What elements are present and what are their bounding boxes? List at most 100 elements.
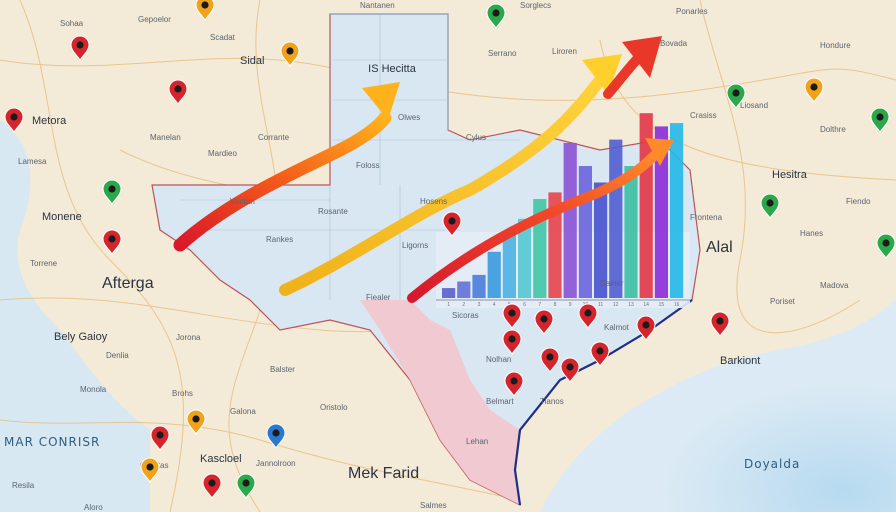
place-label: Sorglecs [520,1,551,10]
map-pin-red[interactable] [710,311,730,337]
map-pin-red[interactable] [636,315,656,341]
map-pin-orange[interactable] [195,0,215,21]
map-pin-red[interactable] [168,79,188,105]
water-label-doyalda: Doyalda [744,457,800,471]
place-label: Denlia [106,351,129,360]
x-tick-4: 4 [493,302,496,308]
map-pin-green[interactable] [870,107,890,133]
sea-label: MAR CONRISR [4,435,100,449]
place-label: Lamesa [18,157,47,166]
trend-arrow-yellow-head [582,54,622,94]
place-label: Jorona [176,333,201,342]
place-label: Olwes [398,113,420,122]
map-pin-green[interactable] [760,193,780,219]
place-label: Hondure [820,41,851,50]
map-pin-orange[interactable] [280,41,300,67]
trend-arrow-left-head [362,82,400,120]
trend-arrow-orange-head [645,138,674,166]
place-label: Nolhan [486,355,511,364]
x-tick-8: 8 [554,302,557,308]
city-label-meck-farid: Mek Farid [348,465,419,482]
place-label: Sohaa [60,19,84,28]
place-label: Hanes [800,229,823,238]
map-pin-green[interactable] [486,3,506,29]
place-label: Tianos [540,397,564,406]
x-tick-9: 9 [569,302,572,308]
place-label: Rosante [318,207,348,216]
city-label-belly: Bely Gaioy [54,331,108,343]
map-pin-green[interactable] [102,179,122,205]
place-label: Bovada [660,39,688,48]
city-label-fiealer: Fiealer [366,293,391,302]
city-label-cylus: Cylus [466,133,486,142]
map-pin-blue[interactable] [266,423,286,449]
place-label: Dolthre [820,125,846,134]
bar-10 [578,166,592,298]
map-pin-red[interactable] [442,211,462,237]
place-label: Dainer [600,279,624,288]
x-tick-13: 13 [628,302,634,308]
bar-15 [654,126,668,299]
place-label: Resila [12,481,35,490]
trend-arrow-red-head [622,36,662,78]
city-label-metora: Metora [32,115,67,127]
bar-16 [670,123,684,298]
map-pin-green[interactable] [236,473,256,499]
map-pin-red[interactable] [504,371,524,397]
city-label-afterga: Afterga [102,275,154,292]
map-pin-orange[interactable] [804,77,824,103]
city-label-monene: Monene [42,211,82,223]
city-label-rankes: Rankes [266,235,293,244]
bar-9 [563,142,577,298]
map-pin-red[interactable] [70,35,90,61]
state-south-region[interactable] [360,300,520,505]
bar-4 [487,251,501,298]
map-pin-red[interactable] [534,309,554,335]
map-pin-red[interactable] [590,341,610,367]
city-label-kascloel: Kascloel [200,453,242,465]
map-pin-red[interactable] [502,303,522,329]
place-label: Crasiss [690,111,717,120]
place-label: Sicoras [452,311,479,320]
map-pin-red[interactable] [102,229,122,255]
west-water [0,120,150,512]
bar-13 [624,166,638,298]
map-pin-red[interactable] [578,303,598,329]
bar-2 [457,281,471,298]
place-label: Aloro [84,503,103,512]
map-pin-green[interactable] [726,83,746,109]
place-label: Gepoelor [138,15,171,24]
x-tick-11: 11 [598,302,603,308]
trend-arrow-yellow [279,74,606,296]
place-label: Scadat [210,33,236,42]
bar-8 [548,192,562,298]
city-label-alal: Alal [706,239,733,256]
place-label: Foloss [356,161,380,170]
place-label: Liroren [552,47,577,56]
map-pin-red[interactable] [502,329,522,355]
map-pin-red[interactable] [560,357,580,383]
x-tick-3: 3 [478,302,481,308]
city-label-hesitra: Hesitra [772,169,808,181]
x-tick-6: 6 [523,302,526,308]
place-label: Serrano [488,49,517,58]
place-label: Corrante [258,133,290,142]
map-pin-orange[interactable] [186,409,206,435]
place-label: Nantanen [360,1,395,10]
bar-11 [594,182,608,298]
place-label: Belmart [486,397,514,406]
place-label: Manelan [150,133,181,142]
map-pin-red[interactable] [202,473,222,499]
x-tick-15: 15 [659,302,665,308]
city-label-barkiont: Barkiont [720,355,760,367]
map-pin-red[interactable] [4,107,24,133]
place-label: Kalmot [604,323,630,332]
map-pin-orange[interactable] [140,457,160,483]
map-pin-red[interactable] [150,425,170,451]
x-tick-7: 7 [538,302,541,308]
map-pins[interactable] [4,0,896,499]
map-pin-green[interactable] [876,233,896,259]
place-label: Oristolo [320,403,348,412]
map-pin-red[interactable] [540,347,560,373]
